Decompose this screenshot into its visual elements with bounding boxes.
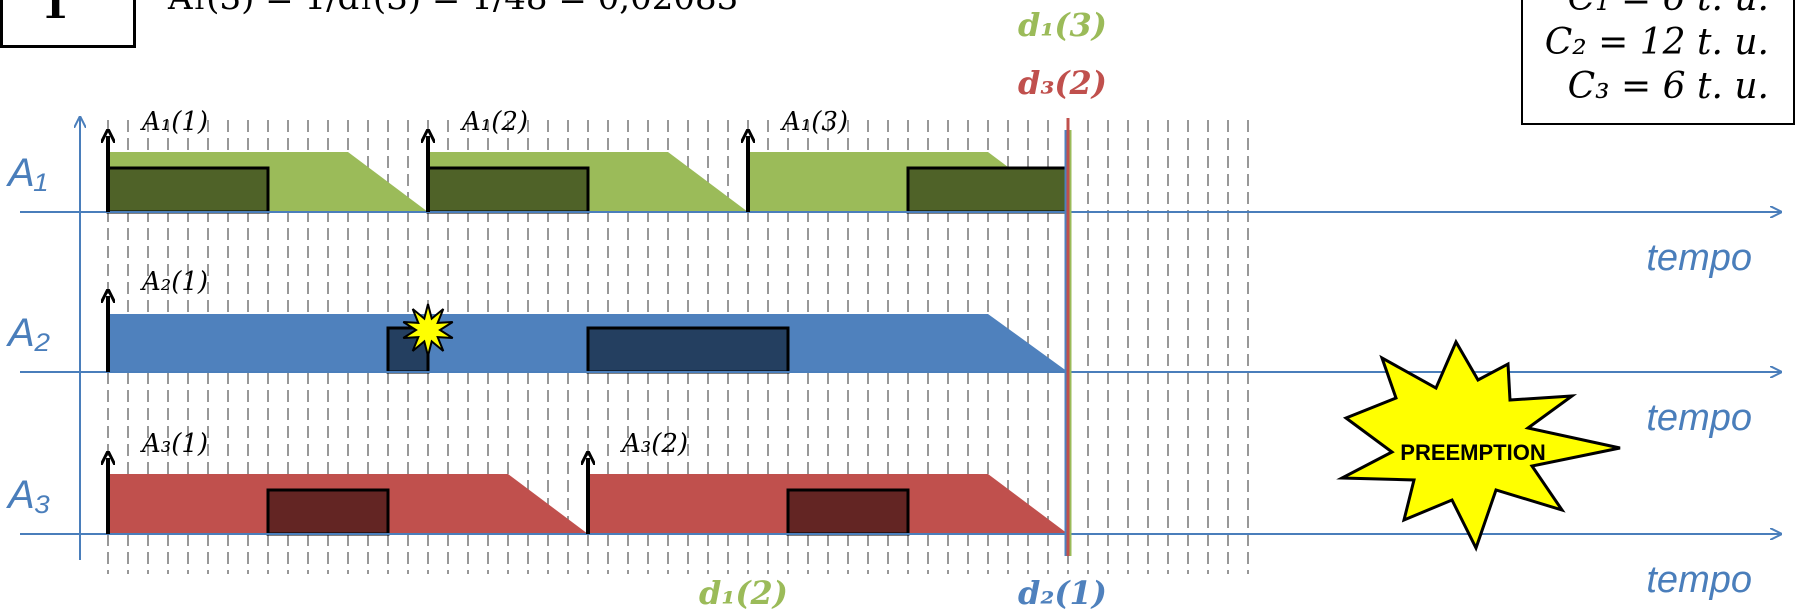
preemption-label: PREEMPTION [1400, 440, 1545, 465]
deadline-label-d1-3: d₁(3) [1018, 6, 1107, 44]
time-axis-label: tempo [1646, 397, 1752, 439]
activation-label: A₁(2) [460, 107, 528, 137]
task-rows: tempo A₁ A₁(1) A₁(2) A₁(3) tempo A₂ A₂(1) tempo A… [6, 107, 1780, 601]
time-axis-label: tempo [1646, 559, 1752, 601]
activation-label: A₂(1) [140, 267, 208, 297]
task-row: tempo A₁ A₁(1) A₁(2) A₁(3) [6, 107, 1780, 279]
activation-label: A₁(3) [780, 107, 848, 137]
deadline-label-d1-2: d₁(2) [699, 574, 788, 612]
activation-label: A₁(1) [140, 107, 208, 137]
preemption-callout-icon [1336, 338, 1621, 552]
step-number: 1 [41, 0, 69, 28]
activation-label: A₃(1) [140, 429, 208, 459]
priority-formula: A₁(3) = 1/d₁(3) = 1/48 = 0,02083 [168, 0, 738, 18]
execution-block [106, 166, 270, 214]
bursts: PREEMPTION [402, 303, 1621, 552]
row-label: A₁ [6, 151, 47, 195]
execution-block [426, 166, 590, 214]
legend-c3: C₃ = 6 t. u. [1567, 66, 1769, 107]
execution-block [906, 166, 1070, 214]
legend-c1: C₁ = 6 t. u. [1568, 0, 1769, 19]
execution-block [786, 488, 910, 536]
deadline-label-d2-1: d₂(1) [1018, 574, 1107, 612]
row-label: A₂ [6, 311, 50, 355]
execution-block [586, 326, 790, 374]
legend-c2: C₂ = 12 t. u. [1544, 22, 1769, 63]
step-number-box: 1 [0, 0, 136, 48]
execution-block [266, 488, 390, 536]
preemption-burst-icon [402, 303, 454, 357]
deadline-lines [1064, 118, 1072, 556]
task-row: tempo A₃ A₃(1) A₃(2) [6, 429, 1780, 601]
time-axis-label: tempo [1646, 237, 1752, 279]
task-row: tempo A₂ A₂(1) [6, 267, 1780, 439]
computation-time-legend: C₁ = 6 t. u. C₂ = 12 t. u. C₃ = 6 t. u. [1521, 0, 1795, 125]
row-label: A₃ [6, 473, 51, 517]
activation-label: A₃(2) [620, 429, 688, 459]
deadline-label-d3-2: d₃(2) [1018, 64, 1107, 102]
